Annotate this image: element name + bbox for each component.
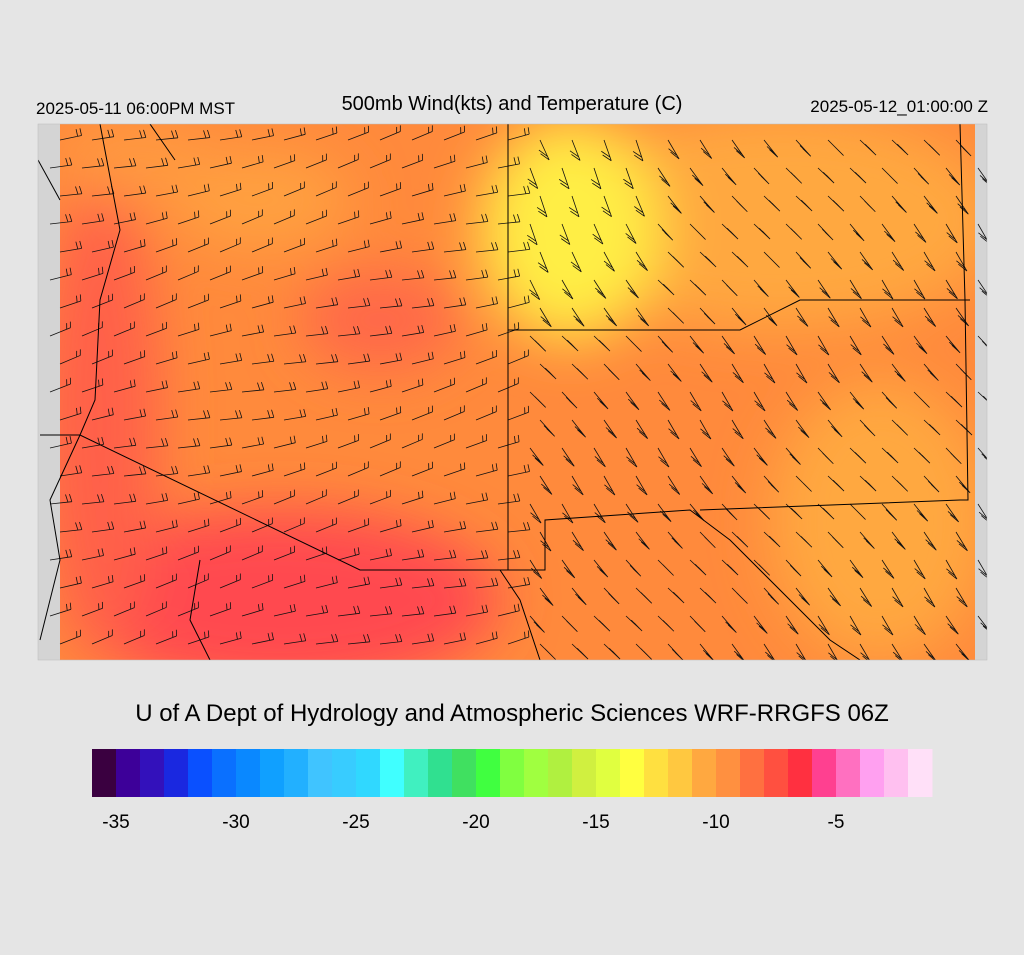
- valid-utc: 2025-05-12_01:00:00 Z: [810, 97, 988, 116]
- colorbar-cell: [164, 749, 189, 797]
- colorbar-cell: [188, 749, 213, 797]
- colorbar-cell: [668, 749, 693, 797]
- colorbar-tick-label: -5: [828, 812, 845, 833]
- colorbar-cell: [308, 749, 333, 797]
- colorbar-cell: [812, 749, 837, 797]
- map-title: 500mb Wind(kts) and Temperature (C): [342, 93, 683, 115]
- colorbar-cell: [116, 749, 141, 797]
- colorbar-cell: [908, 749, 933, 797]
- colorbar-cell: [836, 749, 861, 797]
- colorbar-cell: [764, 749, 789, 797]
- colorbar-cell: [140, 749, 165, 797]
- colorbar-cell: [236, 749, 261, 797]
- colorbar-cell: [476, 749, 501, 797]
- colorbar-cell: [284, 749, 309, 797]
- colorbar-cell: [332, 749, 357, 797]
- colorbar-cell: [92, 749, 117, 797]
- colorbar-cell: [260, 749, 285, 797]
- colorbar-cell: [716, 749, 741, 797]
- colorbar: -35 -30 -25 -20 -15 -10 -5: [92, 749, 933, 833]
- colorbar-cell: [788, 749, 813, 797]
- colorbar-cell: [860, 749, 885, 797]
- colorbar-tick-label: -15: [582, 812, 609, 833]
- colorbar-cell: [596, 749, 621, 797]
- colorbar-tick-label: -20: [462, 812, 489, 833]
- colorbar-cell: [692, 749, 717, 797]
- colorbar-cell: [740, 749, 765, 797]
- colorbar-tick-label: -25: [342, 812, 369, 833]
- colorbar-tick-label: -10: [702, 812, 729, 833]
- colorbar-cell: [620, 749, 645, 797]
- colorbar-cell: [356, 749, 381, 797]
- credit: U of A Dept of Hydrology and Atmospheric…: [135, 700, 889, 727]
- colorbar-cell: [524, 749, 549, 797]
- colorbar-tick-label: -35: [102, 812, 129, 833]
- colorbar-cell: [428, 749, 453, 797]
- colorbar-cell: [644, 749, 669, 797]
- colorbar-cell: [548, 749, 573, 797]
- colorbar-cell: [404, 749, 429, 797]
- valid-local: 2025-05-11 06:00PM MST: [36, 99, 235, 118]
- colorbar-cell: [884, 749, 909, 797]
- colorbar-cell: [380, 749, 405, 797]
- colorbar-cell: [572, 749, 597, 797]
- colorbar-cell: [212, 749, 237, 797]
- map: [38, 124, 987, 660]
- colorbar-cell: [452, 749, 477, 797]
- colorbar-cell: [500, 749, 525, 797]
- colorbar-tick-label: -30: [222, 812, 249, 833]
- wind-barbs: [49, 125, 987, 660]
